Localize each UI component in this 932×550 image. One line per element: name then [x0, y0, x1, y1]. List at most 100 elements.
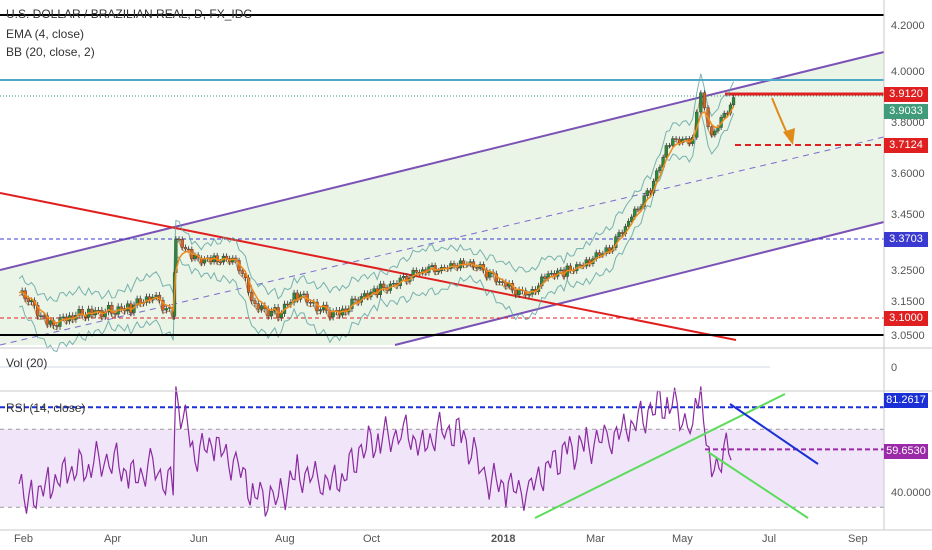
candle-body [331, 311, 335, 318]
candle-body [164, 308, 168, 311]
candle-body [411, 269, 415, 279]
candle-body [617, 232, 621, 237]
rsi-tag-high[interactable]: 81.2617 [884, 393, 928, 408]
candle-body [702, 92, 707, 108]
price-tag-support[interactable]: 3.3703 [884, 232, 928, 247]
candle-body [488, 271, 492, 278]
candle-body [113, 313, 117, 315]
candle-body [584, 259, 588, 267]
candle-body [318, 309, 323, 312]
candle-body [119, 306, 123, 309]
time-tick: Sep [848, 533, 868, 545]
candle-body [302, 293, 306, 296]
candle-body [55, 325, 59, 327]
candle-body [362, 293, 367, 297]
price-tick: 3.4500 [891, 209, 925, 221]
price-channel [0, 51, 885, 346]
candle-body [671, 138, 675, 146]
candle-body [401, 276, 406, 279]
candle-body [177, 238, 181, 241]
time-tick: Oct [363, 533, 381, 545]
candle-body [722, 112, 726, 118]
time-tick: Apr [104, 533, 122, 545]
volume-legend[interactable]: Vol (20) [6, 356, 48, 370]
rsi-tag-level[interactable]: 59.6530 [884, 444, 928, 459]
candle-body [286, 303, 290, 306]
candle-body [183, 247, 188, 250]
rsi-plot [0, 386, 884, 519]
candle-body [295, 292, 299, 300]
candle-body [218, 261, 222, 263]
candle-body [29, 300, 33, 303]
descending-trendline [0, 192, 737, 341]
candle-body [240, 270, 244, 274]
rsi-axis-tick: 40.0000 [891, 487, 931, 499]
candle-body [77, 308, 81, 316]
price-tag-resistance[interactable]: 3.9120 [884, 87, 928, 102]
time-tick: May [672, 533, 693, 545]
channel-upper-line [0, 51, 885, 271]
candle-body [699, 92, 703, 113]
candle-body [187, 248, 191, 251]
candle-body [549, 273, 553, 275]
candle-body [382, 283, 386, 288]
bb-legend[interactable]: BB (20, close, 2) [6, 45, 95, 59]
candle-body [674, 138, 678, 140]
price-tag-floor[interactable]: 3.1000 [884, 311, 928, 326]
candle-body [45, 315, 49, 325]
candle-body [578, 264, 582, 266]
candle-body [452, 263, 456, 266]
rsi-rising-trendline [534, 393, 786, 519]
candle-body [253, 300, 257, 304]
candle-body [256, 303, 260, 310]
candle-body [259, 305, 264, 310]
ema-legend[interactable]: EMA (4, close) [6, 27, 85, 41]
candle-body [308, 302, 313, 304]
candle-body [144, 296, 149, 303]
candle-body [514, 289, 518, 295]
projection-arrow-head [783, 128, 795, 145]
candle-body [626, 220, 631, 227]
candle-body [475, 267, 479, 269]
ema-line [18, 105, 735, 325]
channel-fill [0, 52, 884, 345]
candle-body [658, 166, 662, 171]
candle-body [636, 208, 640, 211]
candle-body [106, 304, 111, 313]
candle-body [667, 145, 672, 147]
candle-body [604, 247, 608, 254]
price-tick: 4.0000 [891, 66, 925, 78]
candle-body [405, 276, 409, 282]
rsi-legend[interactable]: RSI (14, close) [6, 401, 86, 415]
price-tag-target[interactable]: 3.7124 [884, 138, 928, 153]
candle-body [517, 289, 521, 295]
candle-body [527, 293, 531, 296]
bb-lower-line [18, 111, 735, 353]
time-tick: Aug [275, 533, 295, 545]
candle-body [430, 265, 434, 267]
price-tag-last[interactable]: 3.9033 [884, 104, 928, 119]
time-tick: Feb [14, 533, 33, 545]
candle-body [543, 276, 547, 279]
candle-body [713, 130, 717, 136]
candle-body [250, 292, 254, 302]
candle-body [279, 313, 283, 318]
candle-body [620, 232, 624, 234]
candle-body [36, 305, 40, 317]
candle-body [161, 299, 165, 311]
candle-body [677, 138, 682, 143]
volume-axis-tick: 0 [891, 362, 898, 374]
candle-body [90, 308, 94, 316]
candle-body [292, 292, 296, 303]
candle-body [684, 138, 688, 140]
candle-body [630, 216, 634, 222]
chart-title: U.S. DOLLAR / BRAZILIAN REAL, D, FX_IDC [6, 7, 253, 21]
price-tick: 3.2500 [891, 265, 925, 277]
candle-body [138, 298, 142, 304]
candle-body [414, 269, 418, 273]
time-tick: 2018 [491, 533, 516, 545]
candle-body [61, 316, 65, 319]
candle-body [180, 239, 184, 248]
rsi-falling-trendline [707, 451, 809, 519]
candle-body [710, 126, 714, 136]
